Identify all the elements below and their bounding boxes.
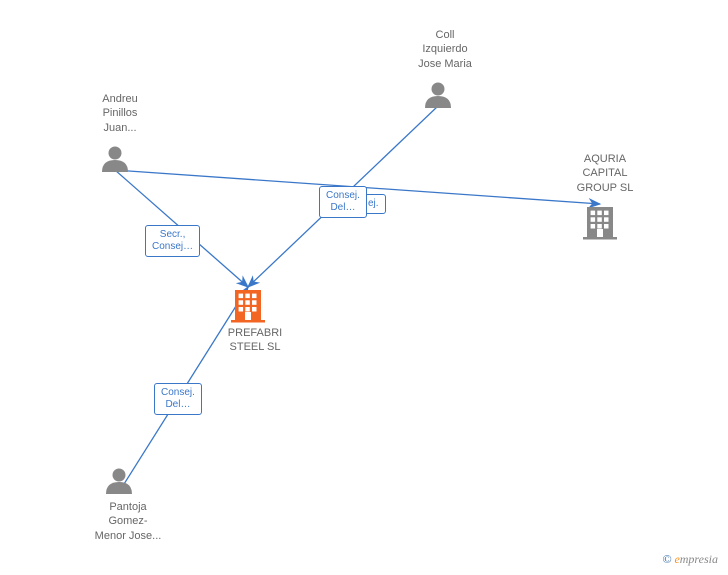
edge-label-coll-prefabri: Consej. Del…	[319, 186, 367, 218]
node-label-andreu[interactable]: Andreu Pinillos Juan...	[85, 92, 155, 135]
edge-label-andreu-prefabri: Secr., Consej…	[145, 225, 200, 257]
node-label-aquria[interactable]: AQURIA CAPITAL GROUP SL	[565, 152, 645, 195]
person-icon[interactable]	[425, 83, 451, 109]
credit-brand-rest: mpresia	[680, 552, 718, 566]
node-label-coll[interactable]: Coll Izquierdo Jose Maria	[405, 28, 485, 71]
edge-label-pantoja-prefabri: Consej. Del…	[154, 383, 202, 415]
diagram-canvas	[0, 0, 728, 575]
person-icon[interactable]	[102, 147, 128, 173]
node-label-prefabri[interactable]: PREFABRI STEEL SL	[215, 326, 295, 355]
person-icon[interactable]	[106, 469, 132, 495]
copyright-symbol: ©	[662, 552, 671, 566]
building-icon[interactable]	[231, 290, 265, 323]
credit-watermark: © empresia	[662, 552, 718, 567]
building-icon[interactable]	[583, 207, 617, 240]
node-label-pantoja[interactable]: Pantoja Gomez- Menor Jose...	[83, 500, 173, 543]
